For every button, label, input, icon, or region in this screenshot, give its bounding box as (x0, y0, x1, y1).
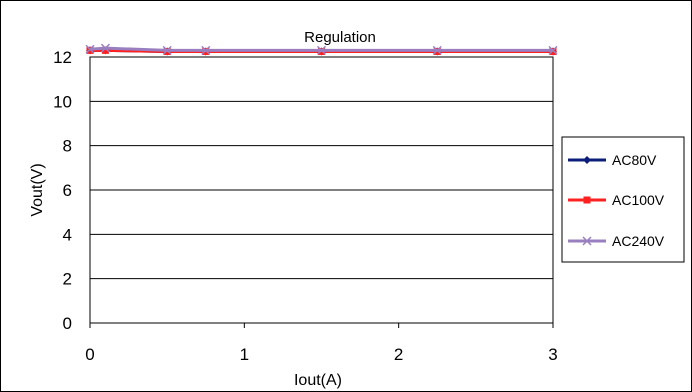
legend: AC80V AC100V AC240V (561, 136, 685, 263)
y-tick-label: 0 (63, 314, 72, 333)
y-tick-label: 6 (63, 181, 72, 200)
y-tick-label: 12 (53, 48, 72, 67)
legend-item: AC80V (568, 152, 657, 168)
legend-label: AC240V (612, 233, 665, 249)
y-tick-label: 2 (63, 270, 72, 289)
data-point (583, 196, 591, 204)
x-tick-label: 2 (394, 345, 403, 364)
y-tick-label: 10 (53, 92, 72, 111)
series-ac240v (85, 43, 558, 55)
x-axis-title: Iout(A) (294, 372, 342, 389)
data-point (582, 236, 592, 246)
x-tick-labels: 0 1 2 3 (85, 323, 558, 364)
data-point (316, 45, 327, 55)
y-tick-labels: 0 2 4 6 8 10 12 (53, 48, 72, 333)
data-point (548, 45, 558, 55)
legend-item: AC100V (568, 192, 665, 208)
y-axis-title: Vout(V) (29, 163, 46, 216)
data-point (100, 43, 110, 53)
y-tick-label: 8 (63, 137, 72, 156)
data-point (101, 46, 109, 54)
x-tick-label: 3 (548, 345, 557, 364)
chart-title: Regulation (304, 29, 376, 46)
data-point (86, 46, 94, 54)
x-tick-label: 1 (240, 345, 249, 364)
y-tick-label: 4 (63, 225, 72, 244)
data-point (432, 45, 442, 55)
plot-border (89, 56, 554, 324)
data-point (583, 156, 591, 164)
x-tick-label: 0 (85, 345, 94, 364)
series-group (85, 43, 558, 56)
grid-lines (90, 56, 553, 324)
legend-label: AC80V (612, 152, 657, 168)
data-point (162, 45, 172, 55)
legend-item: AC240V (568, 233, 665, 249)
data-point (201, 45, 211, 55)
legend-label: AC100V (612, 192, 665, 208)
data-point (85, 44, 95, 54)
